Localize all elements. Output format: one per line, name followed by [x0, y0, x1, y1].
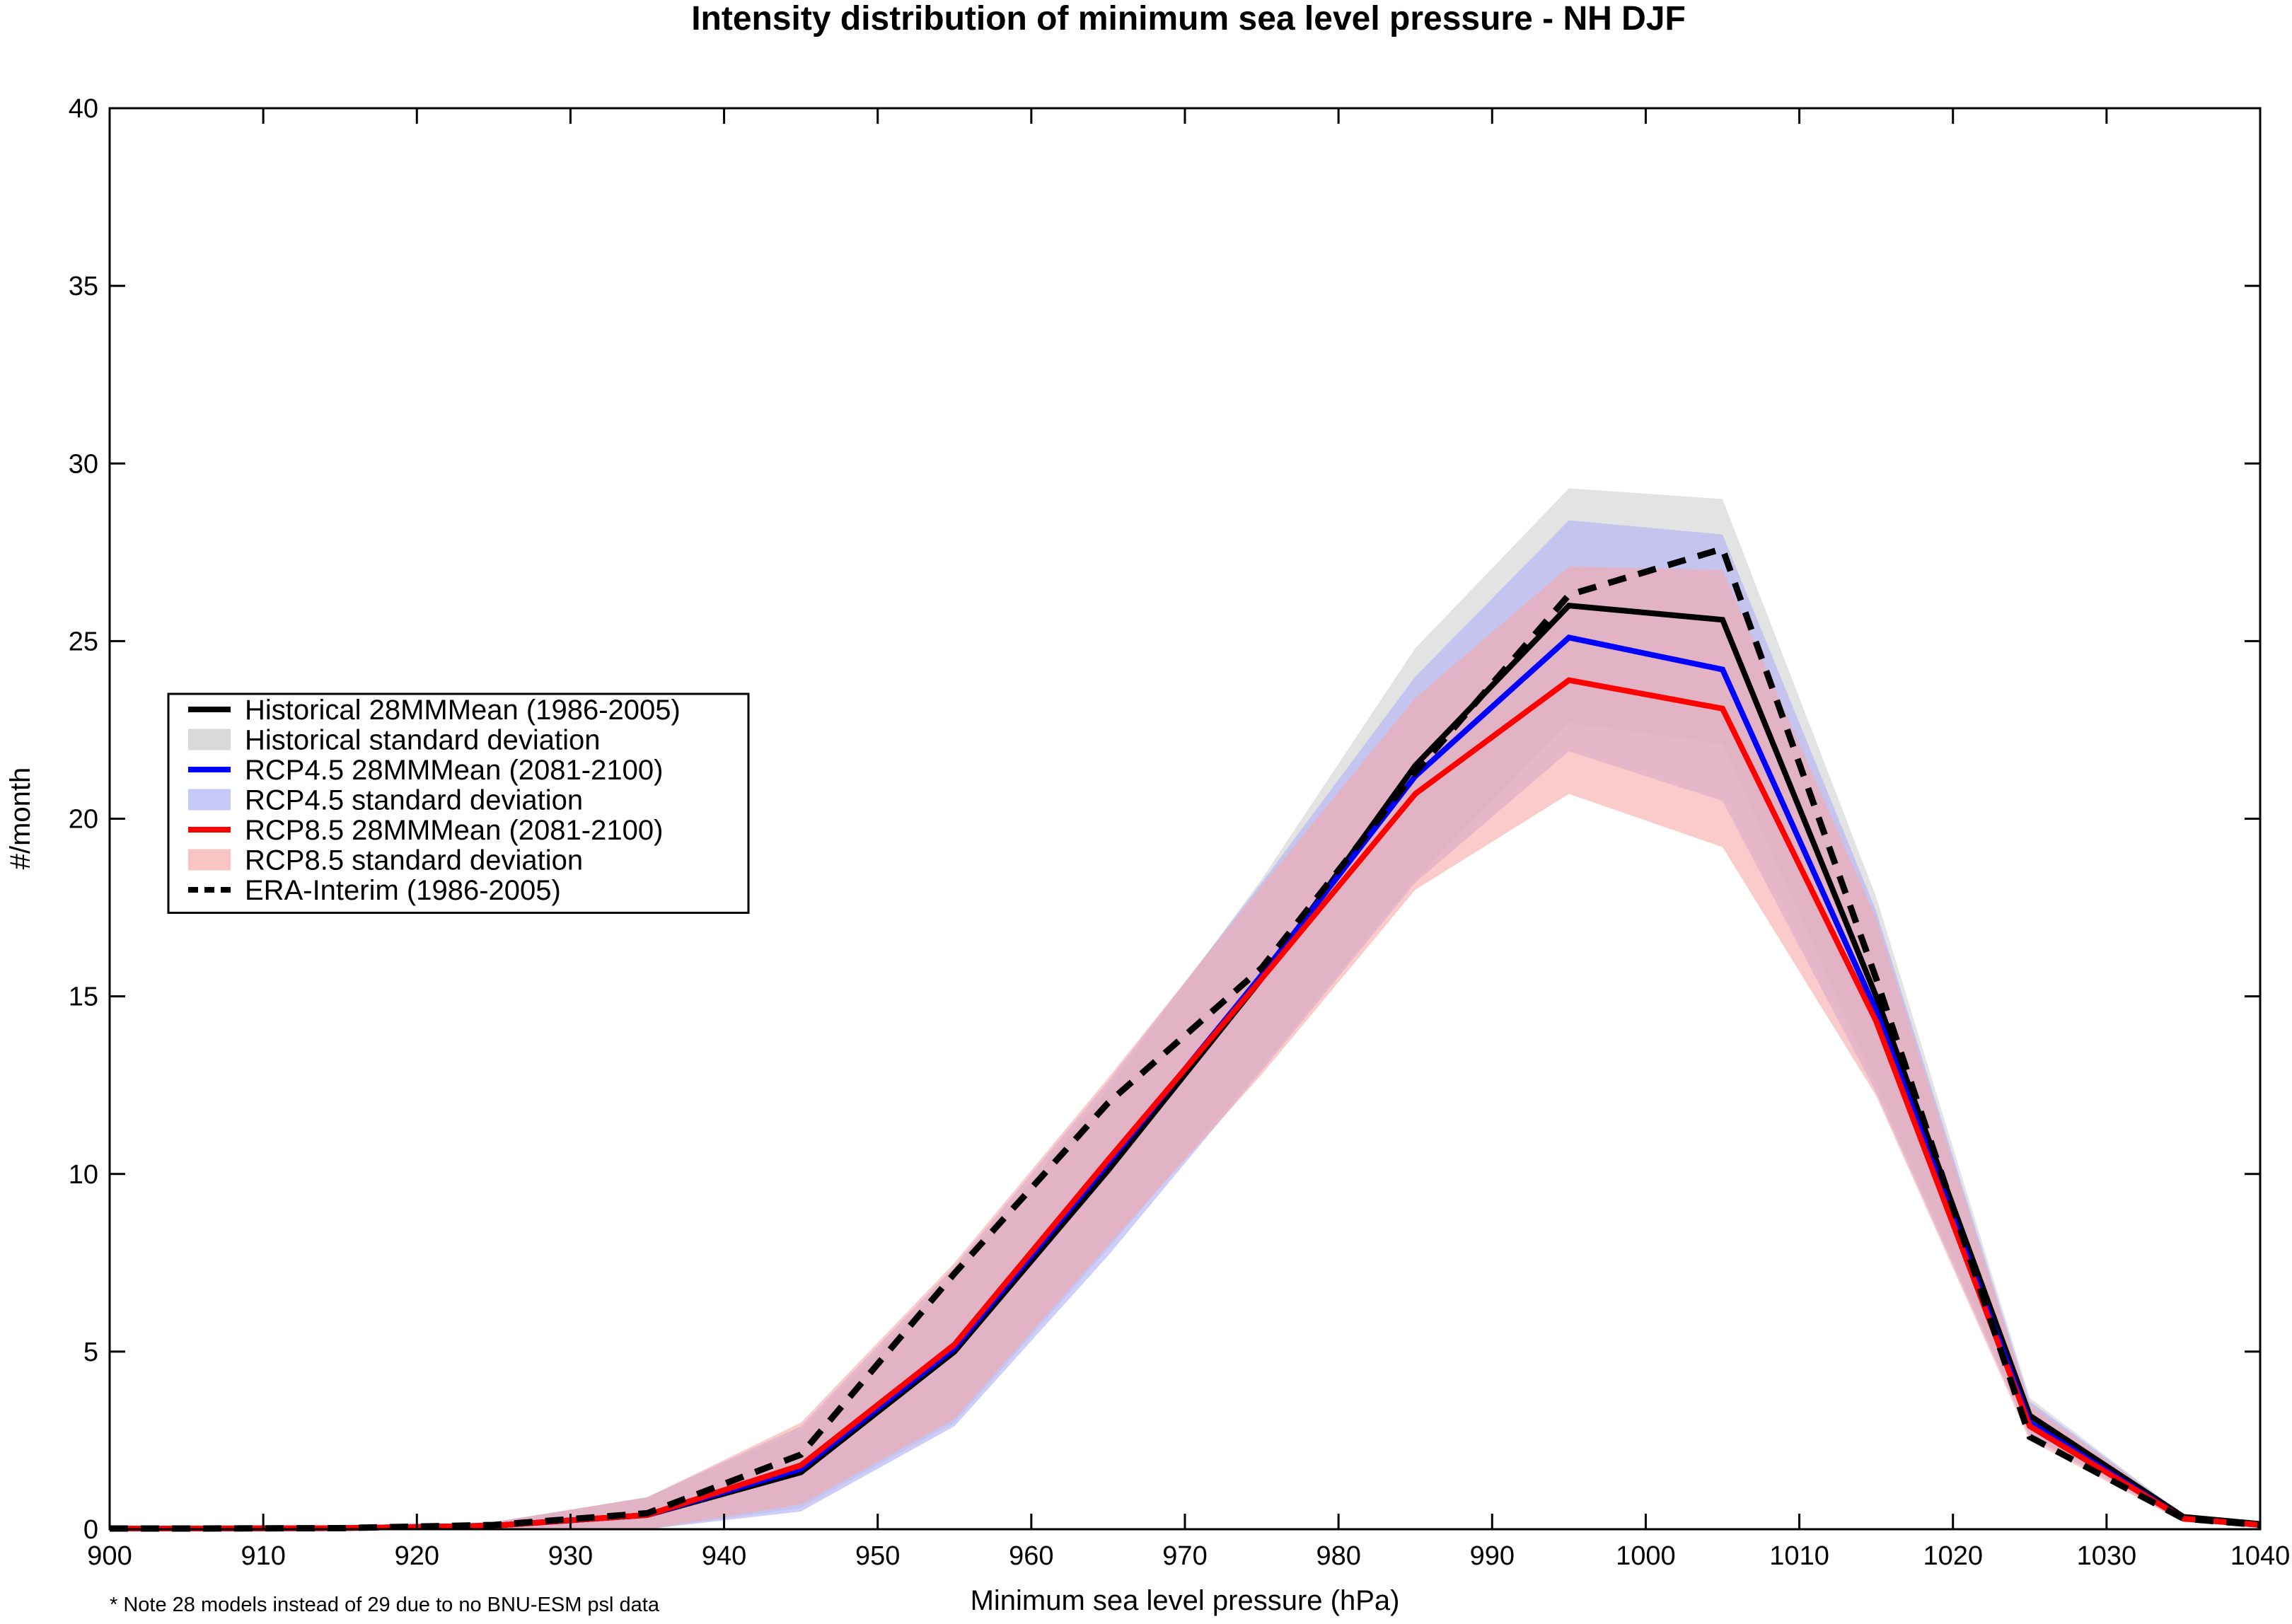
legend-swatch: [188, 789, 231, 811]
std-bands: [110, 488, 2260, 1529]
legend-swatch: [188, 849, 231, 871]
x-tick-label: 960: [1009, 1541, 1053, 1571]
x-tick-label: 990: [1470, 1541, 1515, 1571]
legend-label: ERA-Interim (1986-2005): [245, 875, 561, 906]
y-tick-label: 5: [83, 1338, 98, 1367]
x-tick-label: 1000: [1616, 1541, 1676, 1571]
x-tick-label: 1020: [1923, 1541, 1983, 1571]
legend-label: RCP8.5 standard deviation: [245, 845, 583, 876]
footnote: * Note 28 models instead of 29 due to no…: [110, 1594, 660, 1616]
band-rcp8-5-standard-deviation: [110, 566, 2260, 1529]
x-tick-label: 980: [1316, 1541, 1360, 1571]
y-tick-label: 0: [83, 1515, 98, 1545]
x-tick-label: 1040: [2230, 1541, 2291, 1571]
legend-label: Historical standard deviation: [245, 725, 600, 756]
y-tick-label: 35: [69, 272, 98, 301]
x-tick-label: 1010: [1769, 1541, 1829, 1571]
x-tick-label: 910: [241, 1541, 285, 1571]
y-axis-ticks: 0 5 10 15 20 25 30 35 40: [69, 94, 2260, 1545]
x-axis-ticks: 900 910 920 930 940 950 960 970 980 990 1000 1010 10…: [87, 108, 2290, 1571]
x-tick-label: 900: [87, 1541, 132, 1571]
y-tick-label: 10: [69, 1160, 98, 1190]
x-tick-label: 940: [702, 1541, 746, 1571]
y-axis-label: #/month: [5, 767, 36, 870]
y-tick-label: 40: [69, 94, 98, 124]
y-tick-label: 20: [69, 805, 98, 835]
y-tick-label: 25: [69, 627, 98, 656]
legend: Historical 28MMMean (1986-2005)Historica…: [167, 692, 750, 914]
legend-label: RCP4.5 28MMMean (2081-2100): [245, 755, 663, 786]
legend-swatch: [188, 729, 231, 750]
y-tick-label: 15: [69, 982, 98, 1012]
x-tick-label: 1030: [2077, 1541, 2137, 1571]
x-tick-label: 970: [1162, 1541, 1207, 1571]
legend-label: RCP4.5 standard deviation: [245, 785, 583, 816]
x-tick-label: 920: [395, 1541, 439, 1571]
legend-label: RCP8.5 28MMMean (2081-2100): [245, 815, 663, 846]
x-axis-label: Minimum sea level pressure (hPa): [971, 1585, 1400, 1616]
y-tick-label: 30: [69, 449, 98, 479]
x-tick-label: 950: [855, 1541, 900, 1571]
chart-title: Intensity distribution of minimum sea le…: [691, 0, 1686, 37]
legend-box: [167, 692, 750, 914]
x-tick-label: 930: [548, 1541, 593, 1571]
legend-label: Historical 28MMMean (1986-2005): [245, 695, 681, 726]
line-era-interim-1986-2005: [110, 545, 2261, 1532]
